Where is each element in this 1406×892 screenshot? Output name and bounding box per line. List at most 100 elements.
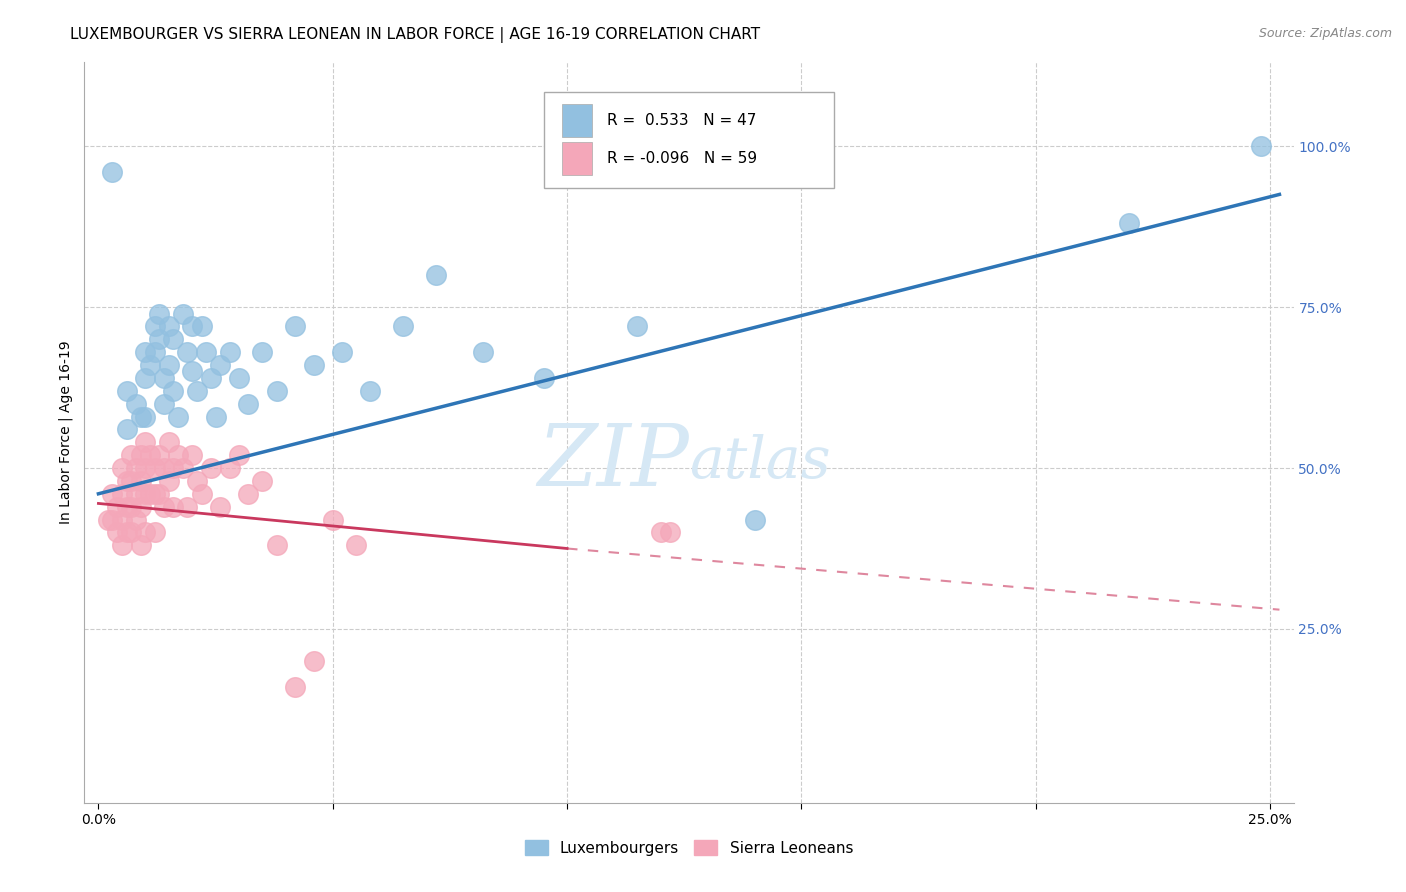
- Point: [252, 345, 274, 359]
- Point: [238, 487, 260, 501]
- Bar: [562, 103, 592, 136]
- Point: [659, 525, 682, 540]
- FancyBboxPatch shape: [544, 92, 834, 188]
- Point: [157, 358, 180, 372]
- Point: [181, 364, 204, 378]
- Point: [626, 319, 648, 334]
- Point: [1250, 139, 1272, 153]
- Point: [322, 512, 344, 526]
- Point: [186, 384, 208, 398]
- Point: [111, 538, 134, 552]
- Point: [228, 371, 250, 385]
- Point: [344, 538, 367, 552]
- Point: [115, 384, 138, 398]
- Point: [167, 448, 190, 462]
- Point: [157, 435, 180, 450]
- Point: [209, 358, 232, 372]
- Point: [284, 680, 307, 694]
- Point: [134, 435, 156, 450]
- Point: [134, 461, 156, 475]
- Point: [129, 538, 152, 552]
- Point: [153, 397, 176, 411]
- Point: [129, 474, 152, 488]
- Point: [120, 500, 142, 514]
- Text: R =  0.533   N = 47: R = 0.533 N = 47: [607, 112, 756, 128]
- Point: [129, 409, 152, 424]
- Point: [105, 500, 128, 514]
- Point: [111, 487, 134, 501]
- Point: [125, 487, 148, 501]
- Point: [139, 358, 162, 372]
- Point: [120, 448, 142, 462]
- Point: [252, 474, 274, 488]
- Point: [120, 474, 142, 488]
- Y-axis label: In Labor Force | Age 16-19: In Labor Force | Age 16-19: [59, 341, 73, 524]
- Point: [1118, 216, 1140, 230]
- Point: [157, 474, 180, 488]
- Point: [181, 319, 204, 334]
- Point: [218, 461, 240, 475]
- Text: ZIP: ZIP: [537, 421, 689, 504]
- Point: [129, 448, 152, 462]
- Point: [134, 345, 156, 359]
- Point: [162, 500, 184, 514]
- Point: [162, 384, 184, 398]
- Point: [162, 461, 184, 475]
- Point: [186, 474, 208, 488]
- Point: [359, 384, 381, 398]
- Text: LUXEMBOURGER VS SIERRA LEONEAN IN LABOR FORCE | AGE 16-19 CORRELATION CHART: LUXEMBOURGER VS SIERRA LEONEAN IN LABOR …: [70, 27, 761, 43]
- Point: [115, 500, 138, 514]
- Point: [744, 512, 766, 526]
- Point: [471, 345, 494, 359]
- Point: [143, 345, 166, 359]
- Point: [148, 487, 170, 501]
- Bar: [562, 142, 592, 176]
- Point: [266, 384, 288, 398]
- Point: [284, 319, 307, 334]
- Point: [101, 487, 124, 501]
- Point: [167, 409, 190, 424]
- Point: [148, 448, 170, 462]
- Point: [139, 487, 162, 501]
- Legend: Luxembourgers, Sierra Leoneans: Luxembourgers, Sierra Leoneans: [519, 834, 859, 862]
- Point: [200, 371, 222, 385]
- Point: [204, 409, 226, 424]
- Point: [209, 500, 232, 514]
- Point: [153, 500, 176, 514]
- Point: [101, 165, 124, 179]
- Point: [181, 448, 204, 462]
- Point: [425, 268, 447, 282]
- Point: [218, 345, 240, 359]
- Point: [190, 487, 212, 501]
- Point: [153, 461, 176, 475]
- Point: [172, 461, 194, 475]
- Point: [143, 319, 166, 334]
- Point: [125, 512, 148, 526]
- Point: [101, 512, 124, 526]
- Point: [129, 500, 152, 514]
- Point: [120, 525, 142, 540]
- Point: [148, 306, 170, 320]
- Point: [134, 371, 156, 385]
- Point: [176, 345, 198, 359]
- Point: [533, 371, 555, 385]
- Point: [172, 306, 194, 320]
- Point: [650, 525, 672, 540]
- Point: [143, 487, 166, 501]
- Point: [111, 512, 134, 526]
- Point: [134, 487, 156, 501]
- Point: [330, 345, 353, 359]
- Text: atlas: atlas: [689, 434, 831, 491]
- Point: [162, 332, 184, 346]
- Text: Source: ZipAtlas.com: Source: ZipAtlas.com: [1258, 27, 1392, 40]
- Point: [148, 332, 170, 346]
- Point: [176, 500, 198, 514]
- Point: [143, 461, 166, 475]
- Point: [115, 474, 138, 488]
- Point: [97, 512, 120, 526]
- Point: [266, 538, 288, 552]
- Point: [195, 345, 218, 359]
- Point: [134, 525, 156, 540]
- Point: [153, 371, 176, 385]
- Point: [115, 422, 138, 436]
